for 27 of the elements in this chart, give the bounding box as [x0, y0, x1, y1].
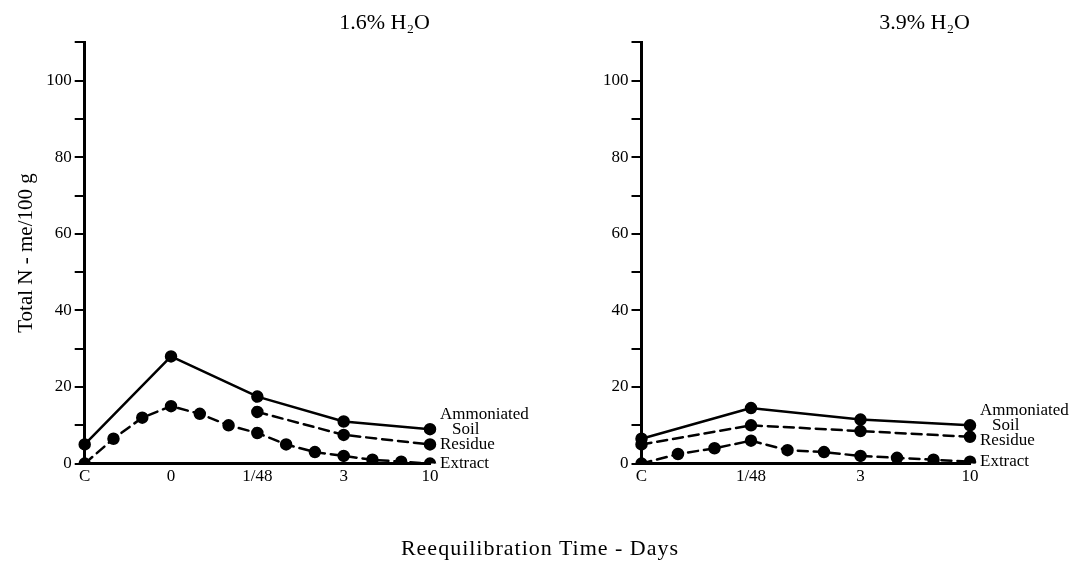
y-tick-label: 100: [603, 70, 629, 90]
y-tick-label: 60: [54, 223, 72, 243]
series-label: Extract: [440, 453, 490, 473]
y-tick-label: 80: [611, 146, 629, 166]
x-tick-label: C: [635, 466, 648, 486]
y-tick-label: 100: [46, 70, 72, 90]
y-tick-label: 60: [611, 223, 629, 243]
y-tick-label: 0: [63, 453, 72, 473]
y-axis-title: Total N - me/100 g: [13, 172, 38, 333]
chart-title: 1.6% H₂O: [339, 8, 430, 34]
x-axis-title: Reequilibration Time - Days: [399, 535, 681, 561]
y-tick-label: 0: [620, 453, 629, 473]
x-tick-label: 1/48: [242, 466, 273, 486]
y-tick-label: 40: [611, 299, 629, 319]
x-tick-label: 3: [339, 466, 348, 486]
x-tick-label: 10: [421, 466, 439, 486]
y-tick-label: 20: [54, 376, 72, 396]
series-label: Extract: [980, 451, 1030, 471]
x-tick-label: 1/48: [735, 466, 767, 486]
x-tick-label: 0: [166, 466, 176, 486]
x-tick-label: C: [79, 466, 91, 486]
y-tick-label: 40: [54, 299, 72, 319]
y-tick-label: 20: [611, 376, 629, 396]
x-tick-label: 10: [961, 466, 979, 486]
chart-title: 3.9% H₂O: [879, 8, 970, 34]
x-tick-label: 3: [856, 466, 865, 486]
y-tick-label: 80: [54, 146, 72, 166]
